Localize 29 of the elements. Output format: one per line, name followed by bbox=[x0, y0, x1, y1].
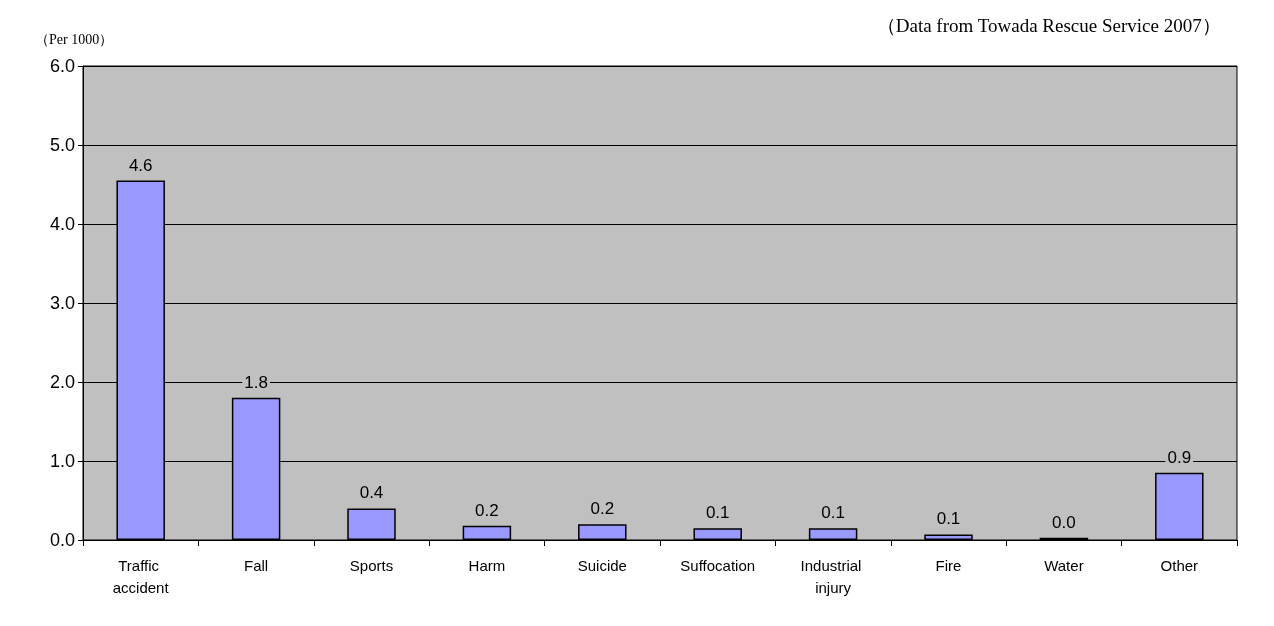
data-label: 0.9 bbox=[1167, 447, 1192, 467]
data-label: 4.6 bbox=[128, 155, 153, 175]
data-label: 0.4 bbox=[359, 483, 384, 503]
y-tick-label: 5.0 bbox=[49, 135, 75, 155]
x-tick-label: Suicide bbox=[577, 556, 627, 574]
data-label: 0.1 bbox=[936, 509, 961, 529]
text: （Data from Towada Rescue Service 2007） bbox=[876, 15, 1221, 36]
data-label: 1.8 bbox=[244, 372, 268, 392]
y-tick-label: 3.0 bbox=[49, 293, 75, 313]
x-tick-label: Fall bbox=[244, 556, 269, 574]
data-label: 0.1 bbox=[705, 503, 730, 523]
y-tick-label: 6.0 bbox=[49, 56, 75, 76]
x-tick-label: Suffocation bbox=[680, 556, 756, 574]
data-label: 0.0 bbox=[1052, 512, 1076, 532]
data-label: 0.2 bbox=[475, 500, 499, 520]
x-tick-label: Other bbox=[1160, 556, 1199, 574]
y-axis-title: （Per 1000） bbox=[35, 31, 114, 47]
y-tick-label: 2.0 bbox=[49, 372, 75, 392]
data-label: 0.1 bbox=[821, 503, 845, 523]
y-tick-label: 1.0 bbox=[49, 451, 75, 471]
x-tick-label: Traffic accident bbox=[112, 556, 170, 596]
x-tick-label: Water bbox=[1044, 556, 1084, 574]
x-tick-label: Sports bbox=[349, 556, 394, 574]
x-tick-label: Industrial injury bbox=[800, 556, 866, 596]
x-tick-label: Harm bbox=[468, 556, 506, 574]
x-tick-label: Fire bbox=[935, 556, 962, 574]
y-tick-label: 4.0 bbox=[49, 214, 75, 234]
y-tick-label: 0.0 bbox=[49, 530, 75, 550]
data-label: 0.2 bbox=[590, 499, 615, 519]
